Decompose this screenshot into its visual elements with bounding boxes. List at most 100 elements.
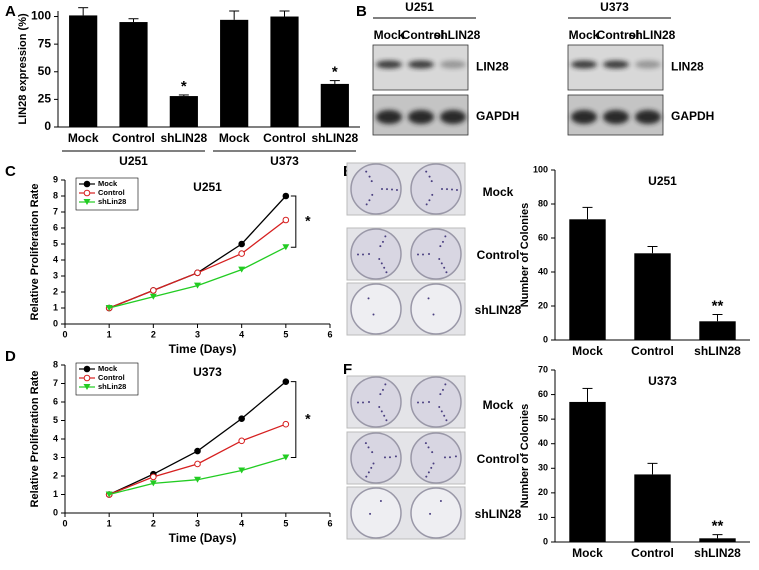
bar bbox=[119, 22, 148, 127]
colony-dot bbox=[362, 401, 365, 404]
panel-label: C bbox=[5, 163, 16, 180]
cell-line-label: U373 bbox=[600, 0, 629, 14]
data-point bbox=[194, 460, 201, 468]
blot-band bbox=[603, 60, 629, 69]
colony-dot bbox=[370, 180, 373, 183]
series-line bbox=[108, 195, 287, 309]
legend-label: Control bbox=[98, 373, 125, 382]
colony-well bbox=[410, 432, 462, 484]
x-tick-label: 6 bbox=[327, 518, 332, 528]
colony-dot bbox=[443, 414, 446, 417]
y-tick-label: 25 bbox=[38, 92, 52, 106]
y-tick-label: 50 bbox=[538, 414, 548, 424]
data-point bbox=[282, 244, 290, 251]
data-point bbox=[149, 480, 157, 487]
colony-dot bbox=[379, 245, 382, 248]
colony-dot bbox=[384, 383, 387, 386]
lane-label: Mock bbox=[569, 28, 600, 42]
y-tick-label: 80 bbox=[538, 198, 548, 208]
colony-dot bbox=[372, 462, 375, 465]
colony-dot bbox=[440, 262, 443, 265]
blot-band bbox=[376, 110, 402, 124]
blot-band bbox=[571, 60, 597, 69]
x-tick-label: Control bbox=[263, 131, 306, 145]
row-label: Mock bbox=[483, 398, 514, 412]
series-line bbox=[108, 423, 287, 496]
colony-dot bbox=[443, 456, 446, 459]
legend-label: shLin28 bbox=[98, 197, 126, 206]
series-line bbox=[108, 219, 287, 309]
data-point bbox=[194, 447, 201, 455]
colony-dot bbox=[427, 446, 430, 449]
x-tick-label: Mock bbox=[572, 546, 603, 560]
y-tick-label: 0 bbox=[543, 334, 548, 344]
y-tick-label: 20 bbox=[538, 300, 548, 310]
chart-title: U373 bbox=[648, 374, 677, 388]
colony-well bbox=[410, 228, 462, 280]
x-tick-label: shLIN28 bbox=[694, 344, 741, 358]
colony-dot bbox=[441, 388, 444, 391]
data-point bbox=[282, 192, 290, 200]
colony-dot bbox=[432, 313, 435, 316]
colony-dot bbox=[380, 262, 383, 265]
colony-dot bbox=[417, 401, 420, 404]
legend-label: Control bbox=[98, 188, 125, 197]
y-tick-label: 3 bbox=[53, 452, 58, 462]
colony-dot bbox=[445, 188, 448, 191]
blot-band bbox=[376, 60, 402, 69]
colony-dot bbox=[367, 471, 370, 474]
colony-dot bbox=[368, 253, 371, 256]
bar bbox=[569, 219, 606, 340]
legend-marker bbox=[83, 365, 91, 373]
y-tick-label: 40 bbox=[538, 438, 548, 448]
colony-dot bbox=[394, 455, 397, 458]
x-tick-label: 1 bbox=[107, 329, 112, 339]
y-tick-label: 6 bbox=[53, 222, 58, 232]
lane-label: Control bbox=[597, 28, 640, 42]
y-tick-label: 9 bbox=[53, 174, 58, 184]
data-point bbox=[150, 287, 157, 294]
colony-dot bbox=[378, 258, 381, 261]
protein-label: LIN28 bbox=[671, 60, 704, 74]
colony-dot bbox=[430, 466, 433, 469]
data-point bbox=[238, 250, 245, 257]
colony-well bbox=[350, 487, 402, 539]
colony-dot bbox=[379, 393, 382, 396]
bar bbox=[634, 474, 671, 542]
y-axis-label: Number of Colonies bbox=[519, 404, 531, 509]
colony-dot bbox=[385, 419, 388, 422]
colony-well bbox=[410, 376, 462, 428]
x-tick-label: 1 bbox=[107, 518, 112, 528]
colony-dot bbox=[390, 188, 393, 191]
colony-dot bbox=[371, 193, 374, 196]
significance-mark: ** bbox=[712, 297, 724, 314]
legend-marker bbox=[83, 180, 91, 188]
colony-well bbox=[410, 163, 462, 215]
x-tick-label: shLIN28 bbox=[160, 131, 207, 145]
data-point bbox=[150, 473, 157, 481]
protein-label: GAPDH bbox=[671, 109, 714, 123]
y-tick-label: 70 bbox=[538, 364, 548, 374]
colony-dot bbox=[431, 193, 434, 196]
lane-label: Mock bbox=[374, 28, 405, 42]
colony-dot bbox=[369, 512, 372, 515]
bar bbox=[169, 96, 198, 127]
colony-dot bbox=[439, 499, 442, 502]
legend-label: Mock bbox=[98, 179, 118, 188]
colony-well bbox=[350, 163, 402, 215]
data-point bbox=[105, 305, 113, 311]
y-tick-label: 100 bbox=[533, 164, 548, 174]
x-tick-label: 4 bbox=[239, 518, 244, 528]
colony-well bbox=[350, 376, 402, 428]
x-tick-label: Mock bbox=[68, 131, 99, 145]
colony-dot bbox=[383, 266, 386, 269]
significance-bracket bbox=[290, 381, 297, 458]
y-tick-label: 1 bbox=[53, 302, 58, 312]
protein-label: GAPDH bbox=[476, 109, 519, 123]
colony-dot bbox=[443, 266, 446, 269]
y-tick-label: 0 bbox=[44, 119, 51, 133]
legend-marker bbox=[83, 189, 91, 197]
panel-label: B bbox=[356, 3, 367, 20]
x-tick-label: Control bbox=[631, 344, 674, 358]
